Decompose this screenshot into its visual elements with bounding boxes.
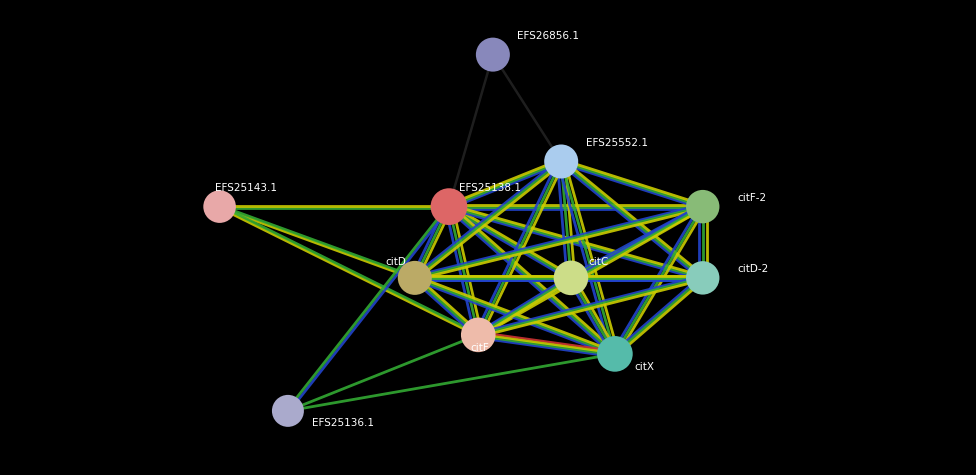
Text: citD-2: citD-2 (737, 264, 768, 274)
Point (407, 274, 423, 282)
Text: citF-2: citF-2 (737, 193, 766, 203)
Point (695, 203, 711, 210)
Text: EFS25552.1: EFS25552.1 (586, 138, 648, 148)
Point (470, 331, 486, 339)
Point (563, 274, 579, 282)
Point (553, 158, 569, 165)
Text: citC: citC (589, 257, 609, 267)
Text: citD: citD (386, 257, 406, 267)
Point (485, 51, 501, 58)
Text: EFS25138.1: EFS25138.1 (459, 183, 521, 193)
Point (695, 274, 711, 282)
Text: citF: citF (470, 343, 489, 353)
Text: citX: citX (634, 362, 654, 372)
Point (607, 350, 623, 358)
Point (212, 203, 227, 210)
Text: EFS26856.1: EFS26856.1 (517, 31, 580, 41)
Point (280, 407, 296, 415)
Text: EFS25136.1: EFS25136.1 (312, 418, 375, 428)
Text: EFS25143.1: EFS25143.1 (215, 183, 277, 193)
Point (441, 203, 457, 210)
